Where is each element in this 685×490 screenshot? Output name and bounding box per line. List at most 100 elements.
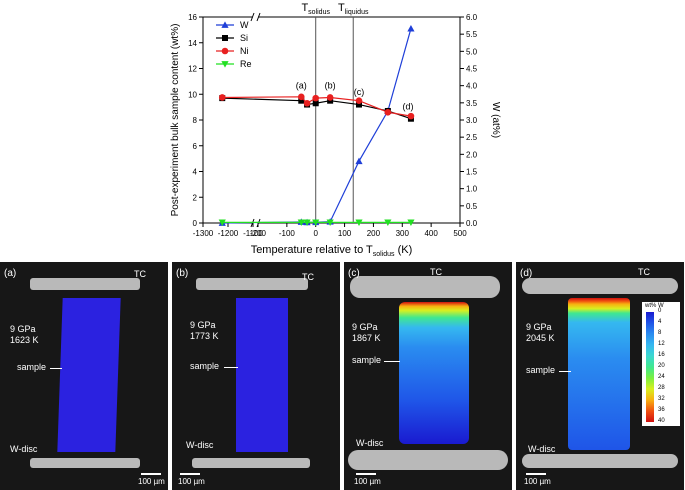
axis-break-top-gap bbox=[253, 13, 258, 21]
tc-plate-top bbox=[196, 278, 308, 290]
data-point bbox=[298, 97, 305, 104]
y-left-tick-label: 0 bbox=[193, 219, 198, 228]
temperature-label: 1867 K bbox=[352, 333, 381, 343]
data-point bbox=[356, 101, 362, 108]
y-left-tick-label: 4 bbox=[193, 168, 198, 177]
panel-tag: (b) bbox=[176, 268, 189, 279]
sample-label: sample bbox=[526, 365, 556, 375]
scale-bar bbox=[356, 473, 376, 475]
y-left-tick-label: 12 bbox=[188, 65, 197, 74]
pressure-label: 9 GPa bbox=[352, 322, 378, 332]
w-disc-label: W-disc bbox=[10, 444, 38, 454]
legend-label: Si bbox=[240, 33, 248, 43]
w-disc-label: W-disc bbox=[186, 440, 214, 450]
colorbar-tick-label: 4 bbox=[658, 319, 662, 325]
legend-item-re: Re bbox=[216, 59, 252, 69]
solidus-label: Tsolidus bbox=[301, 2, 330, 16]
y-right-tick-label: 1.5 bbox=[466, 168, 478, 177]
legend-label: W bbox=[240, 20, 249, 30]
y-right-tick-label: 5.0 bbox=[466, 47, 478, 56]
temperature-label: 1773 K bbox=[190, 331, 219, 341]
x-tick-label: -1200 bbox=[218, 229, 239, 238]
micrograph-panel-c: (c) TC 9 GPa 1867 K sample W-disc 100 µm bbox=[344, 262, 512, 490]
sample-pointer bbox=[384, 361, 400, 362]
w-disc-plate bbox=[30, 458, 140, 468]
pressure-label: 9 GPa bbox=[10, 324, 36, 334]
data-point bbox=[218, 94, 226, 101]
sample-compositional-map bbox=[568, 298, 630, 450]
tc-label: TC bbox=[638, 267, 650, 277]
data-point bbox=[222, 35, 228, 41]
chart-area: Tsolidus Tliquidus -1300 -1200 -1100-200 -100… bbox=[170, 2, 501, 258]
data-point bbox=[297, 219, 305, 226]
data-point bbox=[326, 94, 334, 101]
data-point bbox=[312, 219, 320, 226]
w-disc-plate bbox=[348, 450, 508, 470]
sample-region-blue bbox=[57, 298, 121, 452]
colorbar-tick-label: 32 bbox=[658, 396, 665, 402]
plot-frame-group bbox=[199, 12, 464, 228]
data-point bbox=[218, 219, 226, 226]
sample-label: sample bbox=[17, 362, 47, 372]
panel-tag: (a) bbox=[4, 268, 17, 279]
scale-bar bbox=[141, 473, 161, 475]
pressure-label: 9 GPa bbox=[190, 320, 216, 330]
y-right-tick-label: 1.0 bbox=[466, 185, 478, 194]
colorbar-tick-label: 28 bbox=[658, 385, 665, 391]
w-disc-label: W-disc bbox=[528, 444, 556, 454]
temperature-label: 1623 K bbox=[10, 335, 39, 345]
sample-label: sample bbox=[352, 355, 382, 365]
y-right-tick-label: 0.5 bbox=[466, 202, 478, 211]
series-group bbox=[218, 24, 415, 226]
liquidus-label: Tliquidus bbox=[338, 2, 369, 16]
colorbar-tick-label: 12 bbox=[658, 341, 665, 347]
micrograph-panel-a: (a) TC 9 GPa 1623 K sample W-disc 100 µm bbox=[0, 262, 168, 490]
y-left-tick-label: 14 bbox=[188, 39, 197, 48]
w-disc-plate bbox=[192, 458, 310, 468]
scale-label: 100 µm bbox=[354, 477, 381, 486]
y-right-tick-label: 2.5 bbox=[466, 133, 478, 142]
sample-pointer bbox=[50, 368, 62, 369]
tc-plate-top bbox=[522, 278, 678, 294]
data-point bbox=[326, 219, 334, 226]
x-tick-label: -1300 bbox=[193, 229, 214, 238]
scale-label: 100 µm bbox=[178, 477, 205, 486]
colorbar-ticks: 0 4 8 12 16 20 24 28 32 36 40 bbox=[658, 308, 678, 424]
y-right-tick-label: 5.5 bbox=[466, 30, 478, 39]
y-right-tick-label: 6.0 bbox=[466, 13, 478, 22]
legend-item-w: W bbox=[216, 20, 249, 30]
data-point bbox=[312, 100, 319, 107]
tc-label: TC bbox=[302, 272, 314, 282]
data-point bbox=[355, 97, 363, 104]
micrograph-panel-d: (d) TC 9 GPa 2045 K sample W-disc 100 µm… bbox=[516, 262, 684, 490]
colorbar-tick-label: 8 bbox=[658, 330, 662, 336]
y-right-tick-label: 3.5 bbox=[466, 99, 478, 108]
y-right-axis-label: W (at%) bbox=[490, 102, 501, 138]
y-left-axis-label: Post-experiment bulk sample content (wt%… bbox=[170, 24, 181, 217]
data-point bbox=[355, 219, 363, 226]
colorbar-tick-label: 40 bbox=[658, 418, 665, 424]
data-point bbox=[407, 219, 415, 226]
legend-label: Ni bbox=[240, 46, 249, 56]
temperature-label: 2045 K bbox=[526, 333, 555, 343]
panel-tag: (c) bbox=[348, 268, 360, 279]
data-point bbox=[221, 61, 229, 68]
series-re bbox=[218, 219, 415, 226]
colorbar-ramp bbox=[646, 312, 654, 422]
sample-region-blue bbox=[236, 298, 288, 452]
panel-tag: (d) bbox=[520, 268, 533, 279]
sample-pointer bbox=[559, 371, 571, 372]
point-annotation: (d) bbox=[403, 101, 414, 111]
data-point bbox=[312, 94, 320, 102]
scale-label: 100 µm bbox=[138, 477, 165, 486]
data-point bbox=[221, 21, 229, 28]
colorbar-tick-label: 36 bbox=[658, 407, 665, 413]
y-left-tick-label: 2 bbox=[193, 193, 198, 202]
x-tick-label: -200 bbox=[250, 229, 267, 238]
y-left-tick-label: 10 bbox=[188, 90, 197, 99]
data-point bbox=[303, 99, 311, 107]
w-disc-plate bbox=[522, 454, 678, 468]
y-left-tick-label: 8 bbox=[193, 116, 198, 125]
x-tick-label: 100 bbox=[338, 229, 352, 238]
data-point bbox=[297, 93, 305, 101]
